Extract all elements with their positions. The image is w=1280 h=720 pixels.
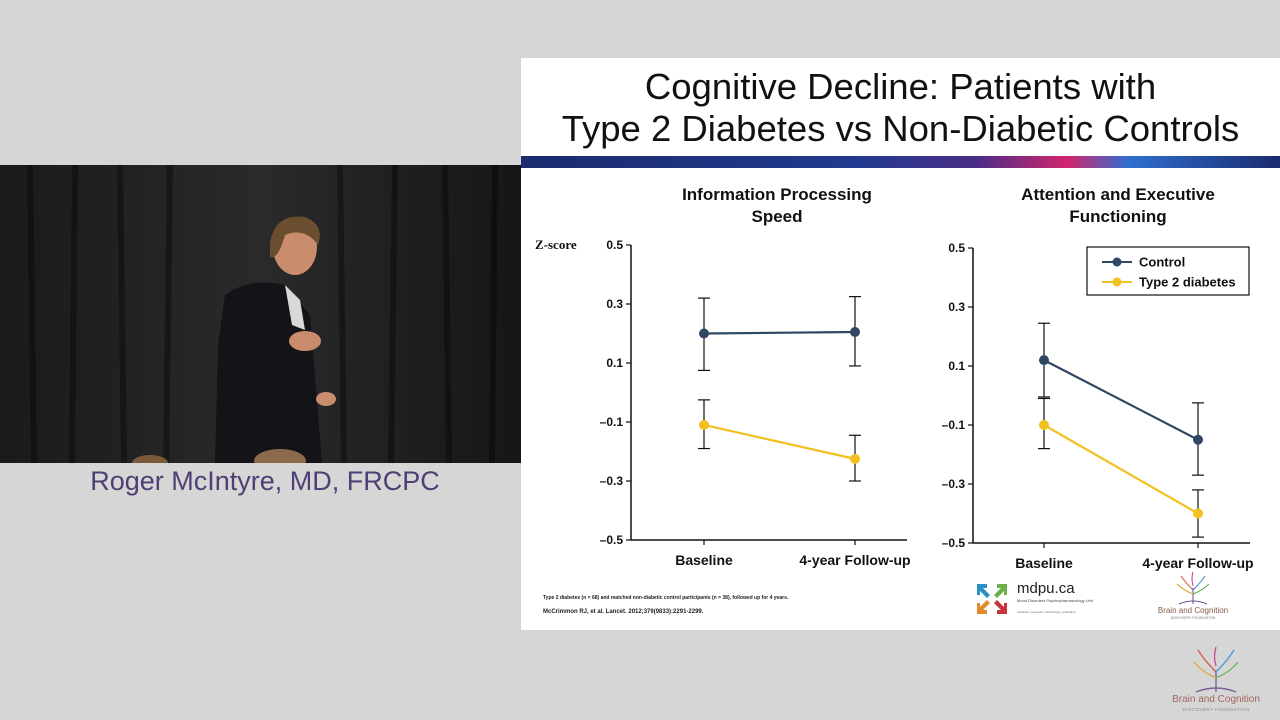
- y-tick-label: –0.5: [942, 536, 966, 550]
- chart-title-line2: Speed: [751, 207, 802, 226]
- mdpu-logo-name: mdpu.ca: [1017, 580, 1075, 597]
- y-tick-label: 0.1: [606, 356, 623, 370]
- chart-title-line1: Attention and Executive: [1021, 185, 1215, 204]
- x-tick-label: Baseline: [675, 552, 733, 568]
- footnote: Type 2 diabetes (n = 68) and matched non…: [543, 595, 789, 601]
- corner-logo-subtitle: DISCOVERY FOUNDATION: [1182, 707, 1250, 712]
- y-tick-label: –0.1: [600, 415, 624, 429]
- chart-title-line2: Functioning: [1069, 207, 1166, 226]
- slide-title-band: [521, 156, 1280, 168]
- mdpu-logo-mark: [977, 584, 1007, 614]
- speaker-name: Roger McIntyre, MD, FRCPC: [90, 466, 440, 496]
- chart-2: Attention and Executive Functioning 0.5 0.3…: [942, 185, 1254, 571]
- legend-swatch-point: [1112, 277, 1122, 287]
- y-tick-label: –0.3: [942, 477, 966, 491]
- y-tick-label: 0.1: [948, 359, 965, 373]
- brain-cognition-logo-subtitle: DISCOVERY FOUNDATION: [1170, 616, 1216, 620]
- y-tick-label: 0.3: [948, 300, 965, 314]
- type2-diabetes-series-line: [703, 423, 856, 460]
- brain-cognition-logo: Brain and Cognition DISCOVERY FOUNDATION: [1149, 570, 1237, 626]
- y-tick-label: –0.3: [600, 474, 624, 488]
- control-point: [1039, 355, 1049, 366]
- slide: Cognitive Decline: Patients with Type 2 …: [521, 58, 1280, 630]
- x-tick-label: 4-year Follow-up: [799, 552, 910, 568]
- x-tick-label: 4-year Follow-up: [1142, 555, 1253, 571]
- corner-watermark-logo: Brain and Cognition DISCOVERY FOUNDATION: [1160, 644, 1272, 716]
- corner-brain-tree-icon: [1193, 646, 1239, 693]
- chart-title-line1: Information Processing: [682, 185, 872, 204]
- chart-1: Information Processing Speed Z-score 0.5 0.3…: [535, 185, 911, 568]
- type2-diabetes-point: [1193, 508, 1203, 519]
- slide-title-line1: Cognitive Decline: Patients with: [644, 66, 1157, 107]
- slide-title: Cognitive Decline: Patients with Type 2 …: [521, 66, 1280, 150]
- type2-diabetes-point: [699, 419, 709, 430]
- brain-tree-icon: [1176, 571, 1210, 605]
- mdpu-logo: mdpu.ca Mood Disorders Psychopharmacolog…: [973, 578, 1103, 624]
- y-tick-label: –0.5: [600, 533, 624, 547]
- mdpu-logo-subtitle: Mood Disorders Psychopharmacology Unit: [1017, 598, 1093, 603]
- legend-label: Control: [1139, 255, 1185, 270]
- y-tick-label: 0.3: [606, 297, 623, 311]
- corner-logo-name: Brain and Cognition: [1172, 694, 1260, 705]
- control-point: [699, 328, 709, 339]
- legend-box: [1086, 246, 1250, 296]
- control-series-line: [1043, 359, 1199, 441]
- speaker-video: [0, 165, 521, 463]
- legend: Control Type 2 diabetes: [1086, 246, 1250, 296]
- control-series-line: [703, 330, 856, 335]
- citation: McCrimmon RJ, et al. Lancet. 2012;379(98…: [543, 609, 704, 615]
- y-axis-label: Z-score: [535, 237, 577, 252]
- brain-cognition-logo-name: Brain and Cognition: [1157, 606, 1229, 615]
- charts-area: Information Processing Speed Z-score 0.5 0.3…: [535, 185, 1254, 571]
- type2-diabetes-point: [850, 453, 860, 464]
- control-point: [1193, 434, 1203, 445]
- control-point: [850, 327, 860, 338]
- legend-swatch-point: [1112, 257, 1122, 267]
- legend-label: Type 2 diabetes: [1139, 275, 1236, 290]
- y-tick-label: –0.1: [942, 418, 966, 432]
- y-tick-label: 0.5: [948, 241, 965, 255]
- speaker-figure: [215, 216, 336, 463]
- y-tick-label: 0.5: [606, 238, 623, 252]
- x-tick-label: Baseline: [1015, 555, 1073, 571]
- type2-diabetes-point: [1039, 420, 1049, 430]
- mdpu-logo-tagline: medicine | research | technology | educa…: [1017, 610, 1076, 614]
- type2-diabetes-series-line: [1043, 424, 1199, 515]
- speaker-video-frame: [0, 165, 521, 463]
- slide-title-line2: Type 2 Diabetes vs Non-Diabetic Controls: [561, 108, 1240, 149]
